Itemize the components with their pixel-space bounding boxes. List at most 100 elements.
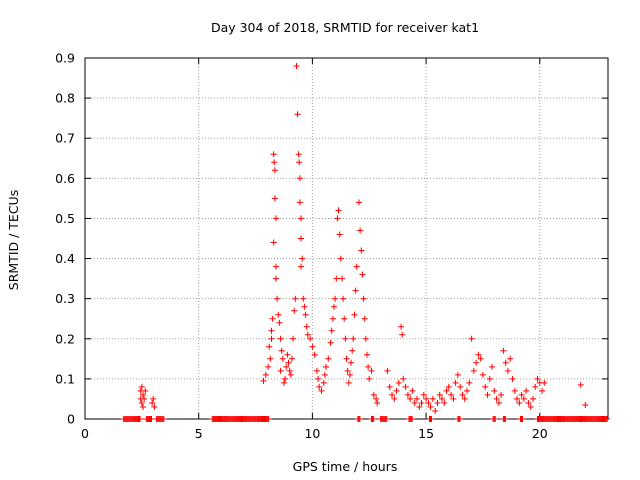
data-point bbox=[291, 307, 298, 314]
data-point bbox=[368, 367, 375, 374]
data-point bbox=[525, 400, 532, 406]
data-point bbox=[148, 416, 155, 422]
data-point bbox=[356, 416, 363, 422]
data-point bbox=[423, 395, 430, 402]
data-point bbox=[489, 363, 495, 370]
data-point bbox=[315, 375, 322, 382]
data-point bbox=[283, 363, 290, 370]
data-point bbox=[532, 383, 539, 390]
y-tick-label: 0.3 bbox=[55, 291, 75, 306]
data-point bbox=[337, 255, 344, 262]
data-point bbox=[331, 303, 337, 310]
data-point bbox=[277, 335, 284, 342]
data-points bbox=[120, 63, 611, 422]
data-point bbox=[541, 379, 548, 386]
data-point bbox=[407, 395, 414, 402]
data-point bbox=[334, 215, 341, 222]
data-point bbox=[527, 404, 534, 410]
x-tick-label: 10 bbox=[304, 426, 320, 441]
data-point bbox=[359, 271, 366, 278]
x-tick-label: 20 bbox=[532, 426, 548, 441]
data-point bbox=[498, 391, 505, 398]
data-point bbox=[342, 335, 349, 342]
data-point bbox=[137, 395, 144, 402]
data-point bbox=[523, 387, 530, 394]
data-point bbox=[273, 215, 279, 222]
data-point bbox=[296, 199, 303, 206]
data-point bbox=[320, 379, 327, 386]
data-point bbox=[493, 395, 500, 402]
data-point bbox=[298, 215, 304, 222]
data-point bbox=[364, 351, 370, 358]
data-point bbox=[140, 404, 146, 410]
y-tick-label: 0.4 bbox=[55, 251, 75, 266]
data-point bbox=[270, 239, 277, 246]
data-point bbox=[475, 351, 482, 358]
data-point bbox=[441, 400, 448, 406]
data-point bbox=[470, 367, 477, 374]
data-point bbox=[511, 387, 518, 394]
data-point bbox=[340, 295, 347, 302]
data-point bbox=[281, 379, 287, 386]
data-point bbox=[282, 375, 289, 382]
data-point bbox=[273, 263, 279, 270]
data-point bbox=[344, 367, 351, 374]
data-point bbox=[268, 327, 275, 334]
data-point bbox=[457, 416, 463, 422]
data-point bbox=[142, 387, 149, 394]
data-point bbox=[294, 111, 301, 118]
data-point bbox=[530, 395, 536, 402]
data-point bbox=[507, 355, 514, 362]
y-tick-label: 0 bbox=[67, 412, 75, 427]
y-tick-label: 0.1 bbox=[55, 371, 75, 386]
data-point bbox=[432, 408, 439, 414]
data-point bbox=[383, 416, 390, 422]
data-point bbox=[448, 391, 455, 398]
data-point bbox=[309, 343, 316, 350]
data-point bbox=[298, 263, 304, 270]
data-point bbox=[266, 343, 273, 350]
data-point bbox=[341, 315, 348, 322]
data-point bbox=[270, 151, 277, 158]
data-point bbox=[301, 303, 308, 310]
axes bbox=[84, 57, 609, 420]
data-point bbox=[296, 175, 303, 182]
data-point bbox=[260, 377, 267, 384]
data-point bbox=[285, 359, 292, 366]
data-point bbox=[352, 287, 359, 294]
data-point bbox=[304, 331, 311, 338]
data-point bbox=[457, 383, 464, 390]
data-point bbox=[365, 363, 372, 370]
data-point bbox=[358, 247, 365, 254]
data-point bbox=[366, 375, 373, 382]
data-point bbox=[577, 381, 584, 388]
data-point bbox=[328, 327, 335, 334]
data-point bbox=[311, 351, 318, 358]
data-point bbox=[267, 355, 274, 362]
data-point bbox=[534, 375, 541, 382]
data-point bbox=[271, 195, 278, 202]
data-point bbox=[293, 63, 300, 69]
data-point bbox=[509, 375, 516, 382]
plot-frame bbox=[84, 57, 609, 420]
data-point bbox=[300, 295, 307, 302]
data-point bbox=[411, 400, 418, 406]
data-point bbox=[370, 391, 377, 398]
data-point bbox=[502, 416, 509, 422]
data-point bbox=[268, 335, 275, 342]
chart-title: Day 304 of 2018, SRMTID for receiver kat… bbox=[211, 20, 479, 35]
data-point bbox=[443, 387, 450, 394]
data-point bbox=[520, 395, 527, 402]
data-point bbox=[346, 371, 353, 378]
data-point bbox=[502, 359, 509, 366]
data-point bbox=[348, 359, 354, 366]
data-point bbox=[429, 395, 436, 402]
data-point bbox=[500, 347, 507, 354]
data-point bbox=[278, 347, 285, 354]
data-point bbox=[290, 335, 297, 342]
data-point bbox=[350, 335, 357, 342]
data-point bbox=[373, 395, 380, 402]
data-point bbox=[518, 391, 525, 398]
data-point bbox=[335, 207, 342, 214]
